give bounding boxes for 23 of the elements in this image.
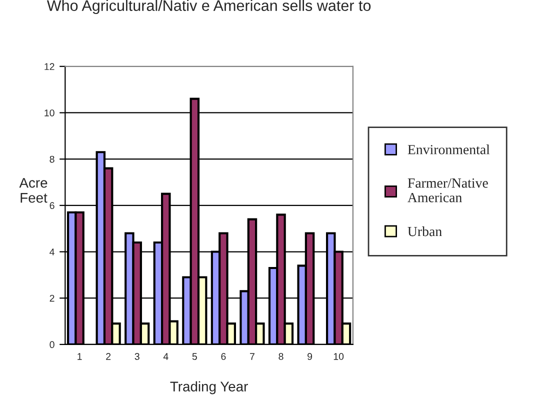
y-tick-label: 12: [44, 63, 54, 70]
x-tick-label: 1: [78, 353, 82, 360]
legend-label: Urban: [408, 226, 442, 236]
x-tick-label: 2: [106, 353, 111, 360]
chart-title: Who Agricultural/Nativ e American sells water to: [46, 0, 371, 14]
legend-label: Environmental: [408, 144, 490, 154]
x-axis-title: Trading Year: [170, 381, 248, 394]
x-tick-label: 10: [334, 353, 344, 360]
x-tick-label: 9: [308, 353, 312, 360]
x-tick-label: 5: [192, 353, 197, 360]
y-tick-label: 10: [44, 109, 54, 116]
y-axis-title: Acre Feet: [19, 178, 48, 203]
y-tick-label: 2: [50, 294, 54, 302]
x-tick-label: 8: [278, 353, 284, 360]
x-tick-label: 7: [250, 353, 254, 360]
legend-label: Farmer/Native American: [408, 178, 488, 202]
y-tick-label: 4: [50, 248, 54, 256]
y-tick-label: 0: [50, 341, 54, 348]
y-tick-label: 8: [50, 156, 54, 163]
x-tick-label: 3: [134, 353, 140, 360]
y-tick-label: 6: [50, 202, 54, 210]
x-tick-label: 4: [163, 353, 168, 360]
x-tick-label: 6: [221, 353, 226, 360]
